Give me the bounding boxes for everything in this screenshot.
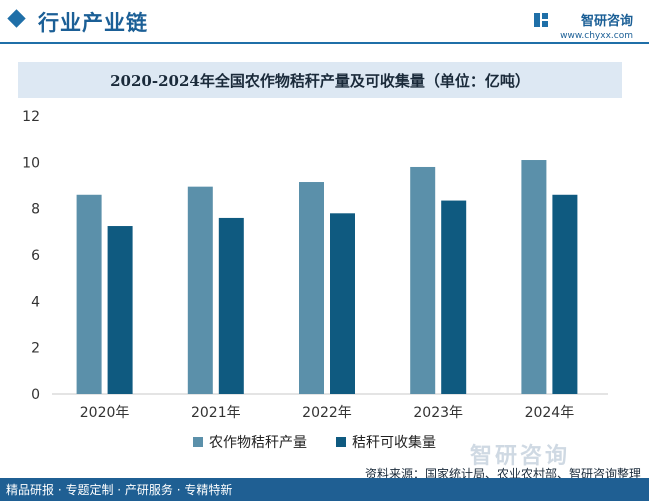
header-divider [0, 42, 649, 44]
y-tick-label: 12 [22, 109, 40, 125]
y-tick-label: 2 [31, 341, 40, 357]
bar-production [76, 194, 102, 394]
bar-collectable [330, 213, 355, 394]
legend-label: 农作物秸秆产量 [209, 435, 307, 451]
bar-collectable [441, 200, 467, 394]
bar-production [410, 166, 436, 394]
bar-collectable [107, 226, 133, 394]
legend-swatch [336, 437, 346, 447]
chart-title-band: 2020-2024年全国农作物秸秆产量及可收集量（单位：亿吨） [18, 62, 622, 98]
bar-production [187, 186, 213, 394]
page-header: 行业产业链 智研咨询 www.chyxx.com [0, 0, 649, 42]
legend-item-collectable: 秸秆可收集量 [336, 432, 436, 452]
legend-item-production: 农作物秸秆产量 [193, 432, 307, 452]
brand-logo-icon [534, 13, 548, 27]
y-tick-label: 4 [31, 294, 40, 310]
footer-tagline: 精品研报 · 专题定制 · 产研服务 · 专精特新 [6, 483, 233, 497]
bar-collectable [552, 194, 578, 394]
y-tick-label: 6 [31, 248, 40, 264]
chart-title: 2020-2024年全国农作物秸秆产量及可收集量（单位：亿吨） [110, 72, 530, 90]
legend: 农作物秸秆产量 秸秆可收集量 [0, 432, 649, 452]
brand-url: www.chyxx.com [560, 31, 633, 41]
bar-chart: 0 2 4 6 8 10 12 2020年 2021年 2022年 2023年 2024年 [22, 109, 608, 421]
x-tick-label: 2020年 [80, 405, 130, 421]
y-tick-label: 10 [22, 155, 40, 171]
section-title: 行业产业链 [38, 11, 148, 35]
bar-collectable [218, 217, 244, 394]
y-tick-label: 8 [31, 202, 40, 218]
y-tick-label: 0 [31, 387, 40, 403]
bar-production [521, 160, 547, 394]
x-tick-label: 2023年 [413, 405, 463, 421]
brand: 智研咨询 www.chyxx.com [560, 10, 633, 41]
bar-production [299, 182, 324, 394]
legend-swatch [193, 437, 203, 447]
x-tick-label: 2022年 [302, 405, 352, 421]
source-note: 资料来源：国家统计局、农业农村部、智研咨询整理 [364, 467, 641, 481]
brand-name: 智研咨询 [580, 14, 633, 29]
diamond-icon [7, 9, 26, 28]
x-tick-label: 2021年 [191, 405, 241, 421]
x-tick-label: 2024年 [525, 405, 575, 421]
footer-bar: 精品研报 · 专题定制 · 产研服务 · 专精特新 [0, 478, 649, 501]
watermark-logo: 智研咨询 [470, 444, 571, 469]
legend-label: 秸秆可收集量 [352, 435, 436, 451]
